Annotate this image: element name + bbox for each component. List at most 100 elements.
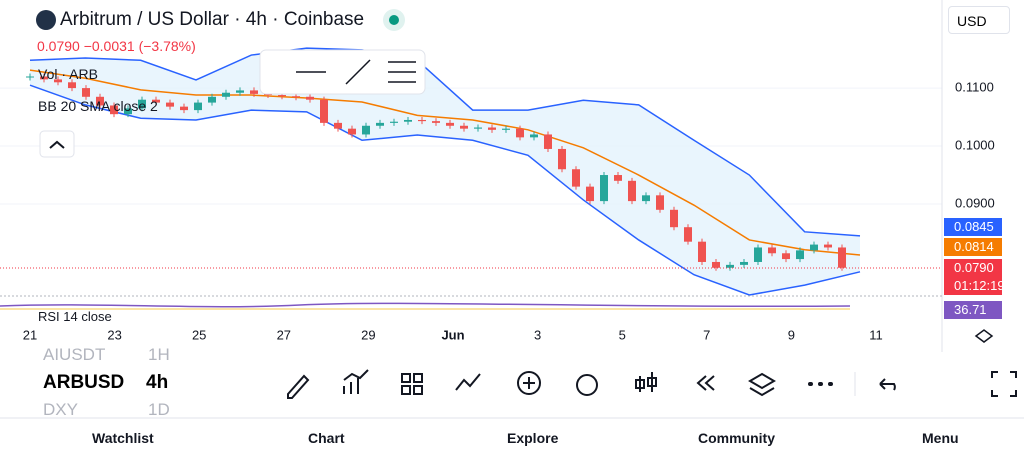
fullscreen-icon[interactable] bbox=[991, 371, 1017, 397]
collapse-button[interactable] bbox=[39, 130, 75, 158]
candle bbox=[152, 99, 160, 103]
x-tick-label: 29 bbox=[361, 327, 375, 342]
candle bbox=[390, 121, 398, 123]
symbol-title: Arbitrum / US Dollar · 4h · Coinbase bbox=[60, 9, 365, 30]
candle bbox=[306, 96, 314, 100]
y-tick-label: 0.0900 bbox=[955, 195, 995, 210]
candle bbox=[404, 119, 412, 122]
y-tick-label: 0.1000 bbox=[955, 137, 995, 152]
candle bbox=[488, 127, 496, 130]
undo-icon[interactable] bbox=[879, 378, 896, 391]
nav-menu[interactable]: Menu bbox=[922, 430, 959, 446]
indicators-icon[interactable] bbox=[343, 369, 369, 394]
candle bbox=[124, 108, 132, 115]
interval[interactable]: 1D bbox=[148, 400, 170, 419]
x-tick-label: 11 bbox=[869, 327, 883, 342]
x-tick-label: 5 bbox=[619, 327, 626, 342]
symbol[interactable]: ARBUSD bbox=[43, 372, 125, 393]
x-tick-label: 7 bbox=[703, 327, 710, 342]
symbol[interactable]: DXY bbox=[43, 400, 78, 419]
band-line bbox=[29, 69, 861, 256]
rsi-badge: 36.71 bbox=[944, 301, 1002, 319]
candle bbox=[222, 92, 230, 97]
candle bbox=[26, 76, 34, 78]
candle bbox=[684, 227, 692, 242]
candle bbox=[460, 125, 468, 129]
add-icon[interactable] bbox=[517, 371, 541, 395]
status-dot bbox=[389, 15, 399, 25]
x-tick-label: 21 bbox=[23, 327, 37, 342]
candle bbox=[642, 195, 650, 202]
chart-type-icon[interactable] bbox=[635, 372, 657, 392]
fib-tool[interactable] bbox=[388, 61, 416, 83]
candle bbox=[810, 244, 818, 251]
candle bbox=[348, 128, 356, 135]
candle bbox=[628, 180, 636, 202]
candle bbox=[544, 134, 552, 149]
candle bbox=[656, 195, 664, 210]
nav-watchlist[interactable]: Watchlist bbox=[92, 430, 154, 446]
candle bbox=[250, 90, 258, 94]
draw-icon[interactable] bbox=[287, 374, 310, 399]
candle bbox=[236, 90, 244, 93]
candle bbox=[502, 128, 510, 130]
nav-chart[interactable]: Chart bbox=[308, 430, 345, 446]
candle bbox=[572, 169, 580, 187]
candle bbox=[474, 127, 482, 129]
symbol[interactable]: AIUSDT bbox=[43, 345, 106, 364]
nav-community[interactable]: Community bbox=[698, 430, 775, 446]
candle bbox=[712, 261, 720, 268]
candle bbox=[600, 175, 608, 202]
candle bbox=[82, 88, 90, 97]
price-badge: 0.0845 bbox=[944, 218, 1002, 236]
candle bbox=[824, 244, 832, 248]
currency-select[interactable]: USD bbox=[948, 6, 1010, 34]
candle bbox=[194, 102, 202, 111]
price-badge: 0.0790 bbox=[944, 259, 1002, 277]
candle bbox=[278, 95, 286, 97]
candle bbox=[96, 96, 104, 106]
alert-icon[interactable] bbox=[576, 374, 598, 396]
drawing-toolbar[interactable] bbox=[259, 49, 426, 95]
replay-icon[interactable] bbox=[696, 375, 715, 391]
layout-icon[interactable] bbox=[401, 373, 423, 395]
band-line bbox=[29, 84, 861, 296]
candle bbox=[320, 99, 328, 123]
candle bbox=[726, 264, 734, 268]
candle bbox=[40, 76, 48, 80]
compare-icon[interactable] bbox=[455, 373, 481, 391]
x-tick-label: Jun bbox=[441, 327, 464, 342]
chevron bbox=[49, 140, 65, 149]
candle bbox=[558, 148, 566, 170]
candle bbox=[516, 128, 524, 138]
candle bbox=[68, 82, 76, 89]
candle bbox=[782, 253, 790, 260]
toolbar-icons bbox=[287, 369, 1017, 399]
candle bbox=[376, 122, 384, 126]
candle bbox=[110, 105, 118, 115]
candle bbox=[180, 106, 188, 111]
interval[interactable]: 1H bbox=[148, 345, 170, 364]
indicator-label: Vol · ARB bbox=[38, 66, 98, 82]
candle bbox=[796, 250, 804, 260]
settings-icon[interactable] bbox=[974, 329, 994, 343]
band-line bbox=[29, 47, 861, 237]
x-tick-label: 23 bbox=[107, 327, 121, 342]
candle bbox=[530, 134, 538, 138]
nav-explore[interactable]: Explore bbox=[507, 430, 559, 446]
candle bbox=[418, 119, 426, 122]
layers-icon[interactable] bbox=[748, 372, 776, 397]
plot bbox=[0, 47, 942, 296]
price-change: 0.0790 −0.0031 (−3.78%) bbox=[37, 38, 196, 54]
countdown: 01:12:19 bbox=[944, 277, 1005, 295]
candle bbox=[614, 175, 622, 181]
trend-line-tool[interactable] bbox=[345, 59, 371, 85]
interval[interactable]: 4h bbox=[146, 372, 169, 393]
x-tick-label: 25 bbox=[192, 327, 206, 342]
candle bbox=[754, 247, 762, 262]
candle bbox=[670, 209, 678, 228]
candle bbox=[838, 247, 846, 268]
candle bbox=[586, 186, 594, 202]
candle bbox=[166, 102, 174, 107]
